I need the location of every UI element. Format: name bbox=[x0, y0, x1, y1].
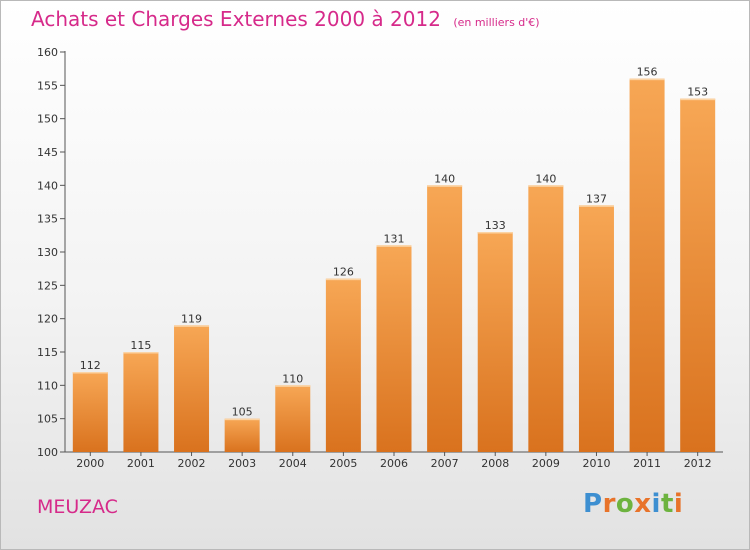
value-label: 131 bbox=[384, 232, 405, 245]
value-label: 156 bbox=[637, 66, 658, 79]
bar-2009 bbox=[528, 185, 564, 453]
bar-highlight bbox=[427, 185, 463, 187]
chart-title-text: Achats et Charges Externes 2000 à 2012 bbox=[31, 7, 441, 31]
y-tick-label: 110 bbox=[37, 379, 58, 392]
value-label: 140 bbox=[535, 172, 556, 185]
brand-letter: x bbox=[634, 489, 652, 519]
x-tick-label: 2010 bbox=[582, 457, 610, 470]
y-tick-label: 155 bbox=[37, 79, 58, 92]
x-tick-label: 2004 bbox=[279, 457, 307, 470]
value-label: 112 bbox=[80, 359, 101, 372]
y-tick-label: 130 bbox=[37, 246, 58, 259]
commune-name: MEUZAC bbox=[37, 496, 118, 518]
y-tick-label: 125 bbox=[37, 279, 58, 292]
x-tick-label: 2012 bbox=[684, 457, 712, 470]
brand-letter: P bbox=[583, 489, 603, 519]
bar-highlight bbox=[528, 185, 564, 187]
x-axis-ticks: 2000 2001 2002 2003 2004 2005 2006 2007 2008 2009… bbox=[76, 452, 712, 470]
bar-highlight bbox=[477, 232, 513, 234]
brand-letter: o bbox=[615, 489, 635, 519]
bar-2010 bbox=[578, 205, 614, 452]
x-tick-label: 2003 bbox=[228, 457, 256, 470]
bar-2004 bbox=[275, 385, 311, 452]
bar-highlight bbox=[680, 98, 716, 101]
bar-highlight bbox=[376, 245, 412, 247]
y-tick-label: 120 bbox=[37, 313, 58, 326]
bar-2001 bbox=[123, 352, 159, 452]
bar-highlight bbox=[275, 385, 311, 387]
x-tick-label: 2007 bbox=[431, 457, 459, 470]
value-label: 115 bbox=[130, 339, 151, 352]
bar-2007 bbox=[427, 185, 463, 453]
x-tick-label: 2001 bbox=[127, 457, 155, 470]
brand-logo: Proxiti bbox=[583, 489, 683, 519]
x-tick-label: 2002 bbox=[178, 457, 206, 470]
bar-highlight bbox=[578, 205, 614, 207]
y-tick-label: 100 bbox=[37, 446, 58, 459]
x-tick-label: 2009 bbox=[532, 457, 560, 470]
bar-2002 bbox=[174, 325, 210, 452]
value-label: 153 bbox=[687, 86, 708, 99]
x-tick-label: 2011 bbox=[633, 457, 661, 470]
bar-highlight bbox=[174, 325, 210, 327]
chart-subtitle: (en milliers d'€) bbox=[453, 16, 540, 29]
bar-highlight bbox=[123, 352, 159, 354]
chart-title: Achats et Charges Externes 2000 à 2012 (… bbox=[31, 7, 540, 31]
brand-letter: r bbox=[602, 489, 616, 519]
y-tick-label: 140 bbox=[37, 179, 58, 192]
bars-group bbox=[72, 78, 716, 453]
x-tick-label: 2006 bbox=[380, 457, 408, 470]
y-tick-label: 135 bbox=[37, 213, 58, 226]
bar-2000 bbox=[72, 372, 108, 452]
bar-highlight bbox=[224, 418, 260, 421]
bar-highlight bbox=[325, 278, 361, 281]
bar-2006 bbox=[376, 245, 412, 452]
y-tick-label: 115 bbox=[37, 346, 58, 359]
bar-highlight bbox=[629, 78, 665, 81]
brand-letter: i bbox=[673, 489, 684, 519]
x-tick-label: 2000 bbox=[76, 457, 104, 470]
value-label: 110 bbox=[282, 372, 303, 385]
bar-2005 bbox=[325, 278, 361, 452]
y-axis-ticks: 100 105 110 115 120 125 130 135 140 145 150 155 160 bbox=[37, 46, 65, 459]
value-label: 105 bbox=[232, 406, 253, 419]
bar-2003 bbox=[224, 418, 260, 452]
value-label: 140 bbox=[434, 172, 455, 185]
value-label: 133 bbox=[485, 219, 506, 232]
bar-2008 bbox=[477, 232, 513, 452]
brand-letter: i bbox=[651, 489, 661, 519]
x-tick-label: 2005 bbox=[329, 457, 357, 470]
y-tick-label: 150 bbox=[37, 113, 58, 126]
brand-letter: t bbox=[660, 489, 674, 519]
y-tick-label: 105 bbox=[37, 413, 58, 426]
x-tick-label: 2008 bbox=[481, 457, 509, 470]
bar-2011 bbox=[629, 78, 665, 453]
value-label: 126 bbox=[333, 266, 354, 279]
value-label: 137 bbox=[586, 192, 607, 205]
bar-2012 bbox=[680, 98, 716, 453]
y-tick-label: 160 bbox=[37, 46, 58, 59]
value-labels-group: 112 115 119 105 110 126 131 140 133 140 137 156 153 bbox=[80, 66, 708, 419]
bar-highlight bbox=[72, 372, 108, 374]
y-tick-label: 145 bbox=[37, 146, 58, 159]
value-label: 119 bbox=[181, 312, 202, 325]
